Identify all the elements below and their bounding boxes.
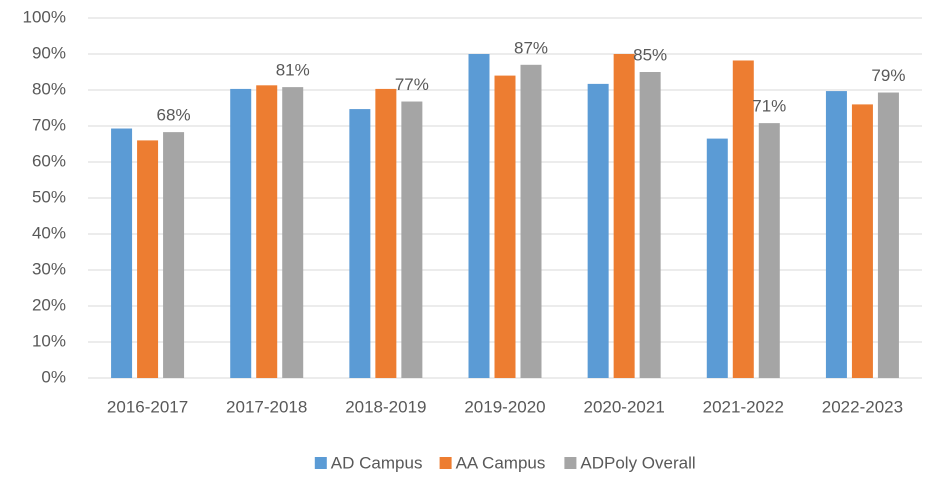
- bar: [375, 88, 397, 379]
- y-tick-label: 60%: [32, 151, 66, 170]
- legend-label: AA Campus: [456, 453, 546, 472]
- bar: [825, 91, 847, 378]
- legend-swatch: [439, 457, 452, 469]
- x-tick-label: 2018-2019: [345, 397, 426, 416]
- bar: [163, 132, 185, 378]
- y-tick-label: 0%: [41, 367, 66, 386]
- data-label: 79%: [871, 66, 905, 85]
- bar: [256, 85, 278, 378]
- y-tick-label: 80%: [32, 79, 66, 98]
- data-label: 81%: [276, 61, 310, 80]
- legend-label: ADPoly Overall: [580, 453, 695, 472]
- x-tick-label: 2022-2023: [822, 397, 903, 416]
- legend-label: AD Campus: [331, 453, 423, 472]
- y-tick-label: 20%: [32, 295, 66, 314]
- x-tick-label: 2017-2018: [226, 397, 307, 416]
- legend-swatch: [564, 457, 577, 469]
- bar: [851, 104, 873, 379]
- bar: [613, 54, 635, 378]
- x-tick-label: 2020-2021: [583, 397, 664, 416]
- x-tick-label: 2019-2020: [464, 397, 545, 416]
- y-tick-label: 50%: [32, 187, 66, 206]
- bar: [520, 64, 542, 379]
- bar: [639, 72, 661, 378]
- bar: [111, 128, 133, 378]
- y-tick-label: 40%: [32, 223, 66, 242]
- data-label: 87%: [514, 38, 548, 57]
- bar: [877, 92, 899, 379]
- data-label: 71%: [752, 97, 786, 116]
- bar: [401, 101, 423, 379]
- y-tick-label: 90%: [32, 43, 66, 62]
- legend-swatch: [314, 457, 327, 469]
- bar: [494, 75, 516, 378]
- bar: [758, 123, 780, 379]
- bar: [230, 88, 252, 379]
- bar: [587, 83, 609, 378]
- bar: [468, 54, 490, 378]
- x-tick-label: 2021-2022: [703, 397, 784, 416]
- x-tick-label: 2016-2017: [107, 397, 188, 416]
- data-label: 68%: [157, 106, 191, 125]
- data-label: 77%: [395, 75, 429, 94]
- data-label: 85%: [633, 45, 667, 64]
- y-tick-label: 30%: [32, 259, 66, 278]
- y-tick-label: 100%: [23, 7, 66, 26]
- bar: [706, 138, 728, 378]
- bar: [349, 109, 371, 378]
- y-tick-label: 70%: [32, 115, 66, 134]
- bar: [137, 140, 159, 378]
- y-tick-label: 10%: [32, 331, 66, 350]
- bar: [732, 60, 754, 378]
- bar: [282, 87, 304, 379]
